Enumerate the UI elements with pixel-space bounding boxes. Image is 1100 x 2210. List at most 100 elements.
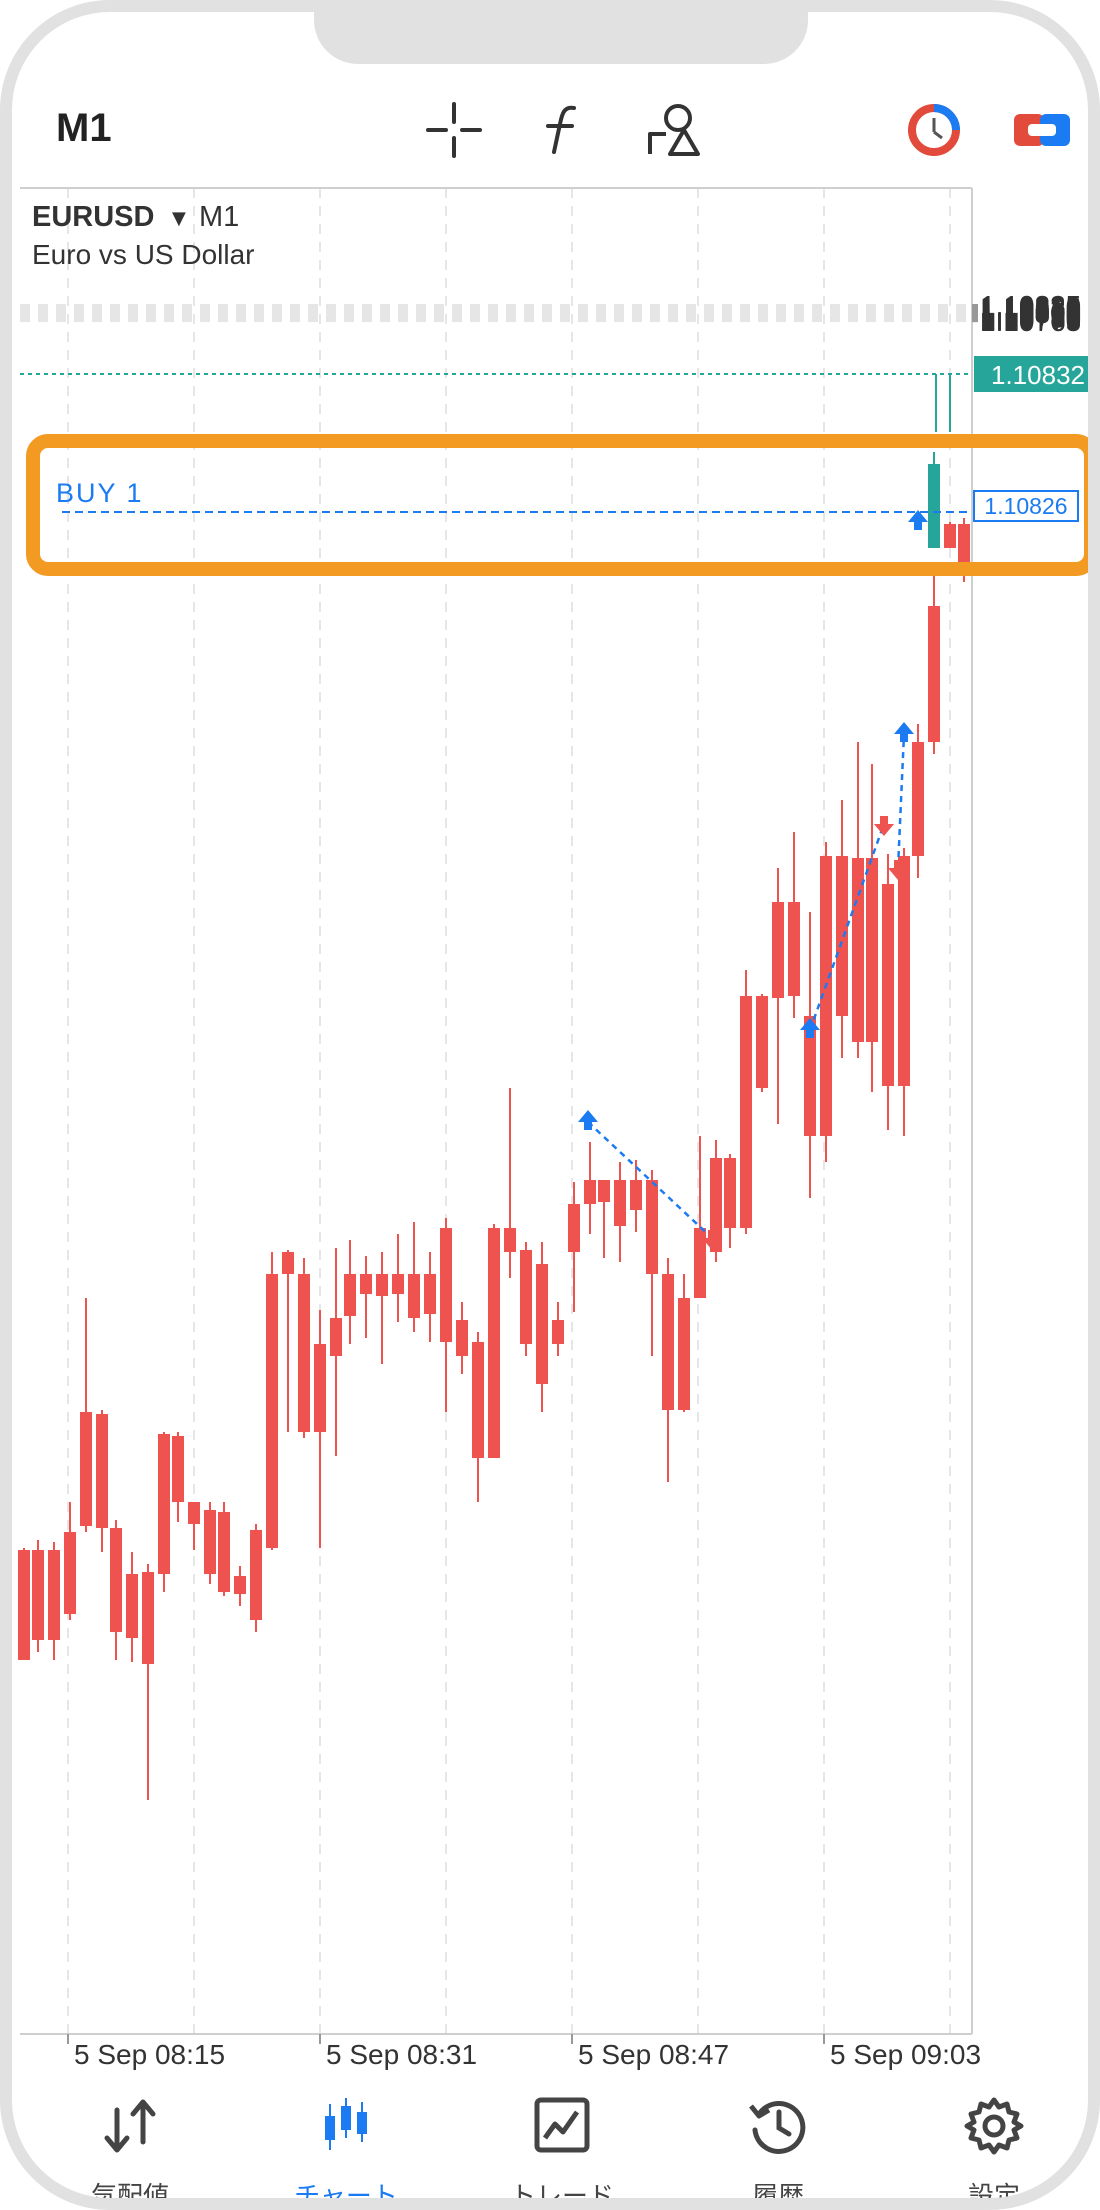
sell-arrow-icon [888, 860, 908, 880]
candle-body [48, 1550, 60, 1640]
objects-icon[interactable] [644, 100, 704, 160]
candle-body [724, 1158, 736, 1228]
candle-body [440, 1228, 452, 1342]
price-axis-label: 1.10830 [980, 291, 1081, 322]
price-axis-label: 1.10810 [980, 296, 1081, 327]
candle-body [188, 1502, 200, 1524]
timeframe-button[interactable]: M1 [56, 106, 112, 150]
price-axis-label: 1.10825 [980, 292, 1081, 323]
time-axis-label: 5 Sep 08:15 [74, 2039, 225, 2070]
candle-body [852, 858, 864, 1042]
candle-body [344, 1274, 356, 1316]
candle-body [694, 1228, 706, 1298]
candle-body [80, 1412, 92, 1526]
tab-label: 履歴 [751, 2181, 804, 2210]
candle-body [536, 1264, 548, 1384]
candle-body [710, 1158, 722, 1252]
candle-body [314, 1344, 326, 1432]
price-chart[interactable]: 1.108351.108301.108251.108201.108151.108… [12, 12, 1100, 2210]
candle-body [898, 856, 910, 1086]
price-axis-label: 1.10800 [980, 298, 1081, 329]
order-price-tag [973, 490, 1079, 522]
candle-body [678, 1298, 690, 1410]
price-axis-labels: 1.108351.108301.108251.108201.108151.108… [972, 290, 1081, 337]
tab-label: トレード [509, 2181, 614, 2210]
time-axis-label: 5 Sep 08:31 [326, 2039, 477, 2070]
price-axis-label: 1.10765 [980, 306, 1081, 337]
price-axis-label: 1.10780 [980, 303, 1081, 334]
order-price-value: 1.10826 [984, 493, 1067, 519]
symbol-description: Euro vs US Dollar [32, 239, 255, 270]
price-axis-label: 1.10790 [980, 300, 1081, 331]
candle-body [584, 1180, 596, 1204]
tab-settings[interactable]: 設定 [904, 2042, 1084, 2210]
candle-body [142, 1572, 154, 1664]
candle-body [944, 524, 956, 548]
time-axis-label: 5 Sep 09:03 [830, 2039, 981, 2070]
sell-arrow-icon [874, 816, 894, 836]
tab-label: 気配値 [90, 2181, 169, 2210]
candle-body [472, 1342, 484, 1458]
candle-body [866, 858, 878, 1042]
buy-arrow-icon [908, 510, 928, 530]
candle-body [662, 1274, 674, 1410]
trade-markers-layer [578, 510, 928, 1250]
candle-body [820, 856, 832, 1136]
symbol-name[interactable]: EURUSD [32, 201, 154, 233]
sell-arrow-icon [702, 1230, 722, 1250]
time-axis-label: 5 Sep 08:47 [578, 2039, 729, 2070]
tab-label: 設定 [967, 2181, 1020, 2210]
candle-body [772, 902, 784, 998]
bid-price-tag [974, 356, 1088, 392]
candle-body [392, 1274, 404, 1294]
candle-body [804, 1016, 816, 1136]
candle-body [630, 1180, 642, 1210]
candle-body [250, 1530, 262, 1620]
candle-body [646, 1180, 658, 1274]
trade-panel-icon[interactable] [1012, 100, 1072, 160]
candle-body [552, 1320, 564, 1344]
tab-trade[interactable]: トレード [472, 2042, 652, 2210]
candles-layer [18, 374, 970, 1800]
buy-arrow-icon [800, 1018, 820, 1038]
chart-icon [325, 2098, 367, 2150]
candle-body [18, 1550, 30, 1660]
price-axis-label: 1.10775 [980, 304, 1081, 335]
candle-body [266, 1274, 278, 1548]
candle-body [298, 1274, 310, 1432]
candle-body [376, 1274, 388, 1296]
candle-body [836, 856, 848, 1016]
candle-body [282, 1252, 294, 1274]
candle-body [456, 1320, 468, 1356]
candle-body [96, 1414, 108, 1528]
function-icon[interactable] [534, 100, 594, 160]
candle-body [234, 1576, 246, 1594]
quotes-icon [104, 2099, 156, 2153]
candle-body [126, 1574, 138, 1638]
tab-history[interactable]: 履歴 [688, 2042, 868, 2210]
buy-arrow-icon [894, 722, 914, 742]
symbol-dropdown-arrow[interactable]: ▼ [172, 208, 186, 229]
candle-body [330, 1318, 342, 1356]
candle-body [788, 902, 800, 996]
candle-body [64, 1532, 76, 1614]
bid-price-value: 1.10832 [991, 360, 1085, 390]
order-label[interactable]: BUY 1 [56, 478, 144, 508]
candle-body [912, 742, 924, 856]
price-axis-label: 1.10805 [980, 297, 1081, 328]
crosshair-icon[interactable] [424, 100, 484, 160]
candle-body [756, 996, 768, 1088]
candle-body [568, 1204, 580, 1252]
candle-body [520, 1250, 532, 1344]
candle-body [218, 1512, 230, 1592]
price-axis-label: 1.10785 [980, 302, 1081, 333]
candle-body [598, 1180, 610, 1202]
tab-quotes[interactable]: 気配値 [40, 2042, 220, 2210]
tab-chart[interactable]: チャート [256, 2042, 436, 2210]
one-click-trading-icon[interactable] [904, 100, 964, 160]
tab-label: チャート [294, 2181, 398, 2210]
price-axis-label: 1.10770 [980, 305, 1081, 336]
candle-body [172, 1436, 184, 1502]
candle-body [360, 1274, 372, 1294]
